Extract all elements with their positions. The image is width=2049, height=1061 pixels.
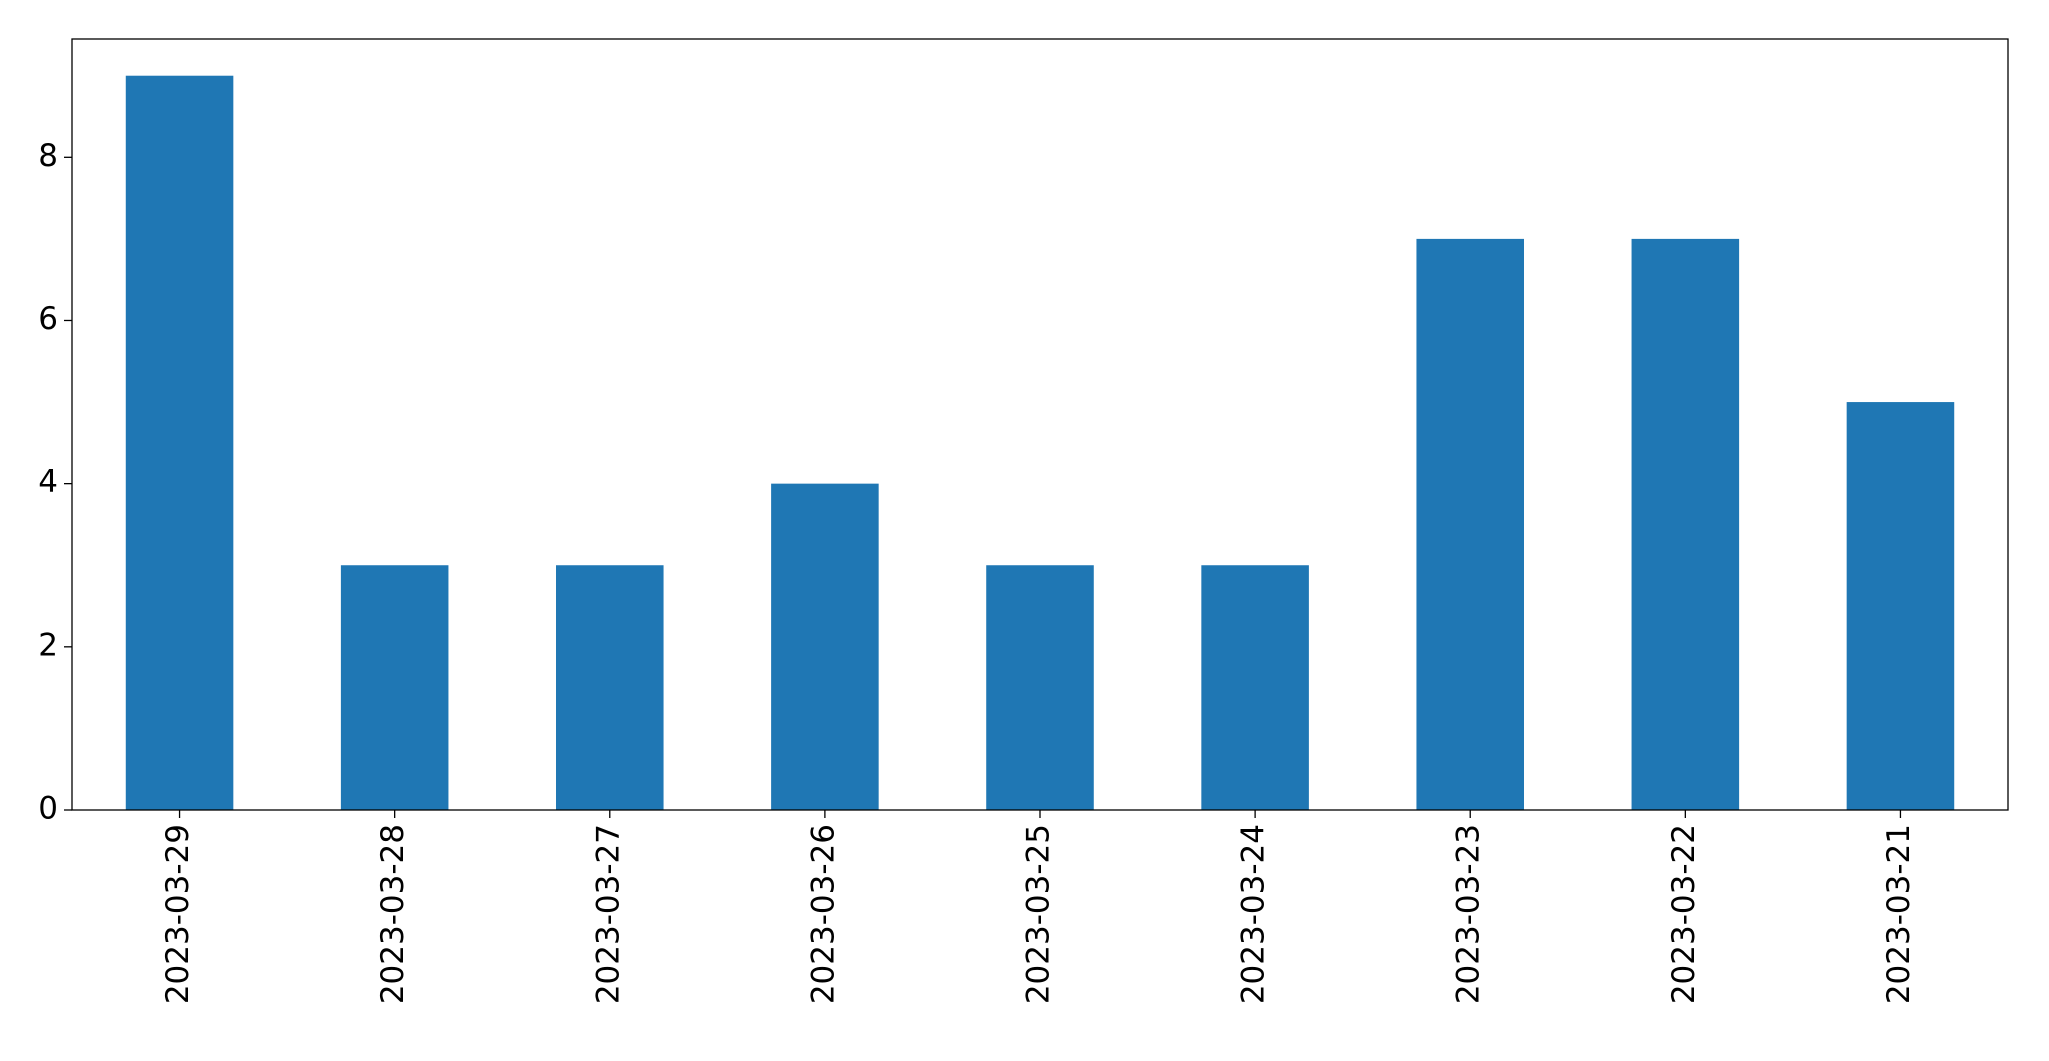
x-tick-label: 2023-03-28 (375, 824, 411, 1004)
x-tick-label: 2023-03-24 (1236, 824, 1272, 1004)
x-tick-label: 2023-03-26 (805, 824, 841, 1004)
y-tick-label: 8 (38, 138, 58, 174)
y-tick-label: 4 (38, 464, 58, 500)
x-tick-label: 2023-03-21 (1881, 824, 1917, 1004)
bar (1631, 238, 1740, 810)
bar (1416, 238, 1524, 810)
bar (771, 483, 879, 810)
bar (340, 565, 449, 810)
x-tick-label: 2023-03-29 (160, 824, 196, 1004)
bar (556, 565, 664, 810)
bar (125, 75, 234, 810)
x-tick-label: 2023-03-22 (1666, 824, 1702, 1004)
bar (1201, 565, 1309, 810)
bar (1846, 402, 1955, 810)
y-tick-label: 2 (38, 627, 58, 663)
y-tick-label: 0 (38, 791, 58, 827)
y-tick-label: 6 (38, 301, 58, 337)
plot-frame (71, 38, 2009, 811)
x-tick-label: 2023-03-27 (590, 824, 626, 1004)
bar (986, 565, 1094, 810)
x-tick-label: 2023-03-23 (1451, 824, 1487, 1004)
x-tick-label: 2023-03-25 (1021, 824, 1057, 1004)
